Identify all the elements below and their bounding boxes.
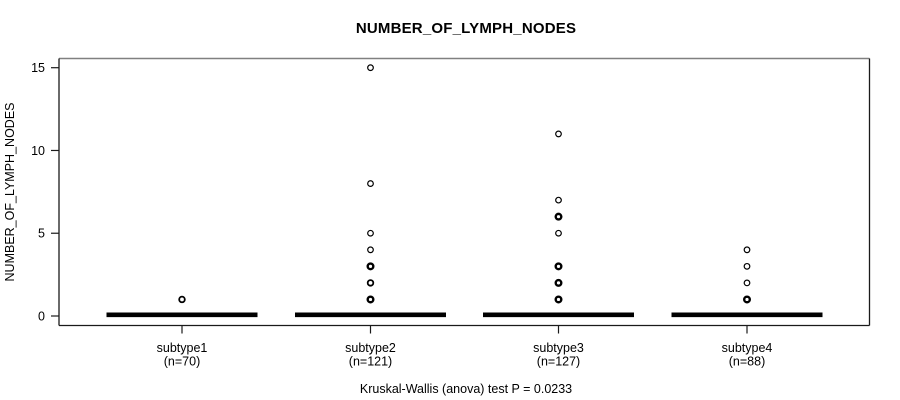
outlier-point [555,196,562,204]
caption-text: Kruskal-Wallis (anova) test P = 0.0233 [360,382,572,396]
outlier-point [743,262,751,270]
outlier-point [366,262,375,271]
x-tick-sublabel: (n=127) [537,355,580,369]
outlier-point [554,278,563,287]
x-tick-label: subtype4 [722,341,773,355]
y-tick-label: 10 [31,144,45,158]
y-axis: 0 5 10 15 [31,61,59,324]
outlier-point [366,295,375,304]
outlier-point [367,180,374,187]
outlier-point [743,246,751,254]
boxplot-series [106,64,823,318]
y-axis-label: NUMBER_OF_LYMPH_NODES [3,103,17,282]
x-axis: subtype1(n=70)subtype2(n=121)subtype3(n=… [157,325,773,369]
outlier-point [743,295,752,304]
x-tick-sublabel: (n=88) [729,355,765,369]
outlier-point [743,279,751,287]
outlier-point [178,295,186,304]
outlier-point [555,130,562,138]
y-tick-label: 0 [38,310,45,324]
outlier-point [367,64,374,72]
x-tick-sublabel: (n=121) [349,355,392,369]
x-tick-label: subtype3 [533,341,584,355]
x-tick-sublabel: (n=70) [164,355,200,369]
outlier-point [554,295,563,304]
outlier-point [554,262,563,271]
outlier-point [367,229,374,237]
chart-title: NUMBER_OF_LYMPH_NODES [356,20,576,37]
box-group-subtype3 [483,130,634,318]
outlier-point [367,246,374,254]
box-group-subtype1 [106,295,258,318]
y-tick-label: 5 [38,227,45,241]
box-group-subtype4 [671,246,823,318]
outlier-point [555,229,562,237]
x-tick-label: subtype2 [345,341,396,355]
outlier-point [366,279,375,287]
x-tick-label: subtype1 [157,341,208,355]
box-group-subtype2 [295,64,446,318]
plot-frame [58,57,871,327]
outlier-point [554,212,563,221]
y-tick-label: 15 [31,61,45,75]
